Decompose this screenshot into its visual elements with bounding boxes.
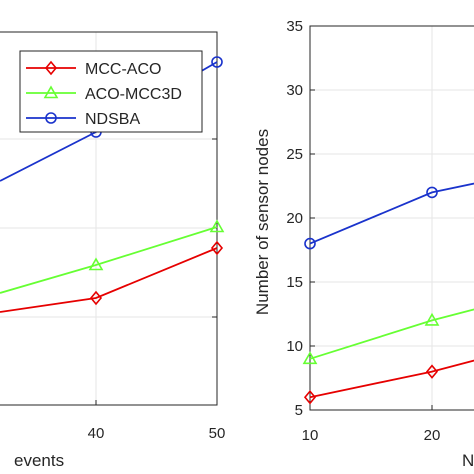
right-ytick-label: 5 [295, 402, 303, 419]
legend-marker-aco-mcc3d [43, 85, 59, 99]
left-xtick-label: 50 [209, 425, 226, 442]
right-ytick-label: 25 [286, 146, 303, 163]
right-series-line-mcc-aco [309, 359, 474, 399]
right-series-line-aco-mcc3d [309, 308, 474, 360]
left-point-mcc-aco [89, 290, 103, 306]
left-chart: 40 50 events MCC-ACO ACO-MCC3D NDSBA [0, 31, 226, 470]
legend-label-ndsba: NDSBA [85, 111, 140, 128]
right-point-ndsba [304, 237, 316, 250]
right-chart: 5 10 15 20 25 30 35 10 20 Number of sensor nodes N [253, 18, 474, 470]
legend-label-mcc-aco: MCC-ACO [85, 61, 161, 78]
left-series-line-mcc-aco [0, 247, 218, 313]
legend-label-aco-mcc3d: ACO-MCC3D [85, 86, 182, 103]
right-series-line-ndsba [309, 182, 474, 245]
right-ytick-label: 20 [286, 210, 303, 227]
right-xaxis-label: N [462, 451, 474, 470]
right-point-mcc-aco [303, 389, 317, 405]
right-ytick-label: 15 [286, 274, 303, 291]
left-xaxis-label: events [14, 451, 64, 470]
right-xtick-label: 10 [302, 427, 319, 444]
left-xtick-label: 40 [88, 425, 105, 442]
left-series-line-aco-mcc3d [0, 226, 218, 294]
right-point-aco-mcc3d [424, 312, 440, 326]
right-yaxis-label: Number of sensor nodes [253, 129, 272, 315]
left-axes-box [0, 31, 218, 406]
right-ytick-label: 10 [286, 338, 303, 355]
legend: MCC-ACO ACO-MCC3D NDSBA [19, 50, 203, 133]
left-point-aco-mcc3d [209, 219, 225, 233]
right-point-mcc-aco [425, 364, 439, 379]
left-point-aco-mcc3d [88, 257, 104, 271]
legend-marker-ndsba [45, 112, 57, 124]
legend-box [19, 50, 203, 133]
right-point-aco-mcc3d [302, 351, 318, 365]
left-point-mcc-aco [210, 240, 224, 256]
right-ytick-label: 35 [286, 18, 303, 35]
right-point-ndsba [426, 186, 438, 199]
legend-marker-mcc-aco [44, 60, 58, 76]
left-point-ndsba [211, 56, 223, 68]
right-xtick-label: 20 [424, 427, 441, 444]
right-ytick-label: 30 [286, 82, 303, 99]
